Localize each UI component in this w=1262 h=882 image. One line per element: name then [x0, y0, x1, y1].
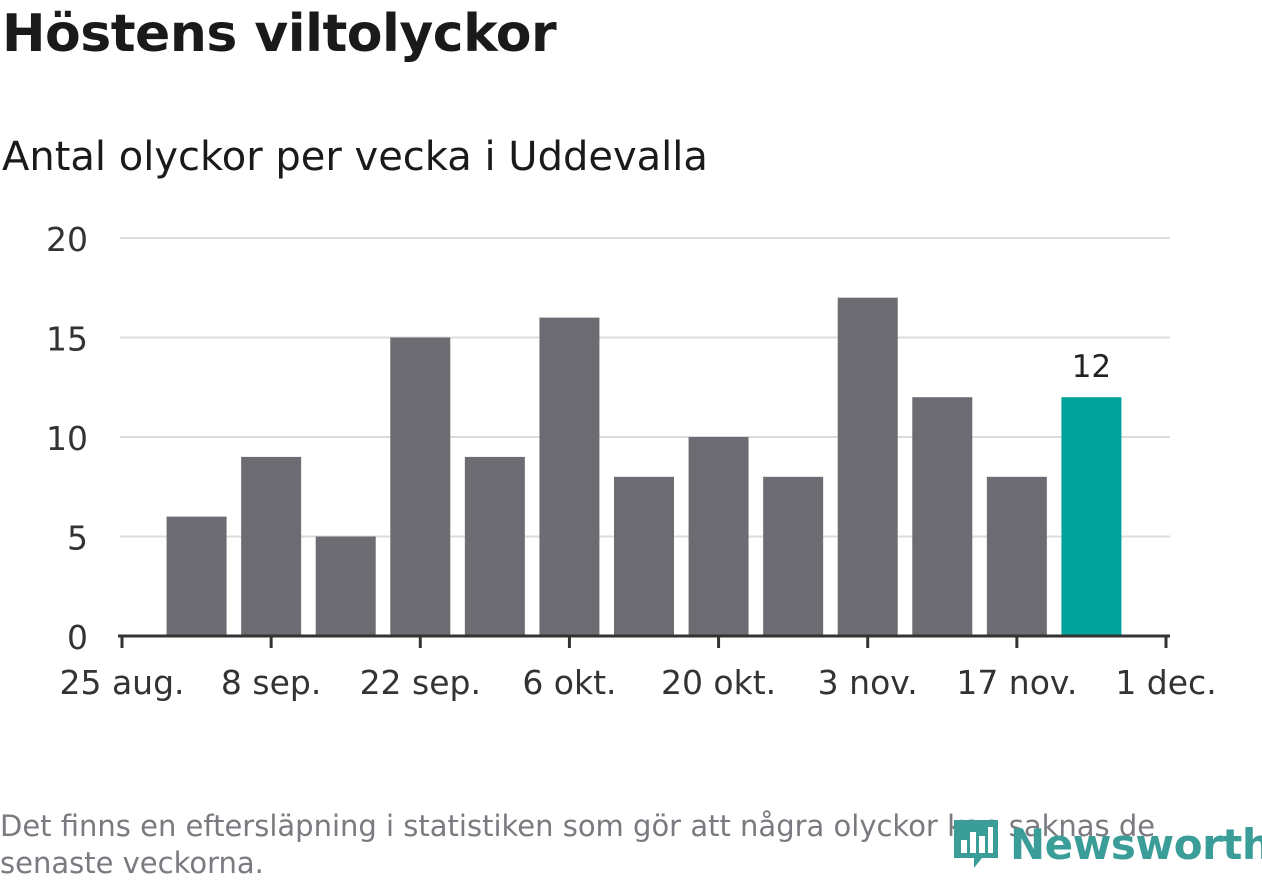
y-tick-label: 15	[46, 320, 88, 359]
bar	[390, 337, 451, 636]
y-tick-label: 20	[46, 220, 88, 259]
logo-text: Newsworthy	[1010, 819, 1262, 869]
x-tick-label: 20 okt.	[661, 663, 776, 702]
bar	[614, 476, 674, 636]
bar	[241, 456, 302, 636]
bar-highlight	[1061, 397, 1122, 636]
x-tick-label: 1 dec.	[1115, 663, 1216, 702]
bar	[986, 476, 1047, 636]
bar	[837, 297, 898, 636]
x-tick-label: 8 sep.	[221, 663, 321, 702]
bar	[315, 536, 376, 636]
newsworthy-logo: Newsworthy	[952, 818, 1262, 870]
bar	[763, 476, 824, 636]
bar	[912, 397, 973, 636]
y-tick-label: 0	[67, 618, 88, 657]
x-tick-label: 6 okt.	[522, 663, 616, 702]
y-tick-label: 10	[46, 419, 88, 458]
chart-subtitle: Antal olyckor per vecka i Uddevalla	[2, 134, 708, 180]
data-label: 12	[1072, 349, 1111, 385]
bar	[688, 437, 749, 636]
bar	[539, 317, 600, 636]
bar-chart: 0 5 10 15 20 12 25 aug. 8 sep. 22 sep. 6 okt. 20 o…	[46, 220, 1217, 702]
bar	[464, 456, 525, 636]
x-tick-label: 17 nov.	[956, 663, 1077, 702]
x-tick-label: 22 sep.	[360, 663, 481, 702]
bar	[166, 516, 227, 636]
x-tick-label: 25 aug.	[59, 663, 184, 702]
x-tick-label: 3 nov.	[818, 663, 918, 702]
chart-title: Höstens viltolyckor	[2, 4, 557, 64]
y-tick-label: 5	[67, 519, 88, 558]
bar-chart-icon	[954, 820, 998, 868]
